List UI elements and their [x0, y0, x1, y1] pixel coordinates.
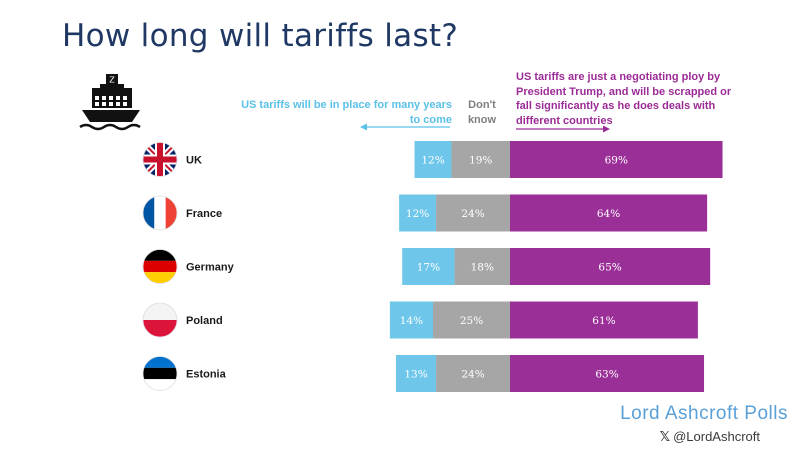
- data-label: 24%: [461, 208, 484, 220]
- country-label: UK: [186, 155, 202, 167]
- data-label: 17%: [417, 262, 440, 274]
- bar-segment-negotiating-ploy: [510, 301, 698, 339]
- bar-segment-many-years: [414, 141, 452, 178]
- svg-text:Z: Z: [109, 76, 115, 85]
- bar-segment-dont-know: [454, 248, 510, 285]
- poland-flag-icon: [142, 302, 178, 338]
- x-logo-icon: 𝕏: [659, 429, 671, 444]
- data-label: 24%: [461, 369, 484, 381]
- bar-segment-many-years: [396, 355, 437, 392]
- france-flag-icon: [142, 195, 178, 231]
- header-right-label: US tariffs are just a negotiating ploy b…: [516, 71, 732, 127]
- chart-row: Estonia 13% 24% 63%: [142, 355, 705, 392]
- data-label: 69%: [605, 155, 628, 167]
- bar-segment-dont-know: [436, 355, 510, 392]
- data-label: 65%: [598, 262, 621, 274]
- header-left-label: US tariffs will be in place for many yea…: [241, 99, 452, 126]
- data-label: 12%: [421, 155, 444, 167]
- handle-text: @LordAshcroft: [673, 429, 760, 444]
- data-label: 18%: [471, 262, 494, 274]
- social-handle: 𝕏 @LordAshcroft: [660, 429, 760, 445]
- data-label: 19%: [469, 155, 492, 167]
- uk-flag-icon: [142, 142, 178, 177]
- country-label: Germany: [186, 262, 235, 274]
- left-arrow-icon: [360, 123, 450, 131]
- chart-row: France 12% 24% 64%: [142, 194, 708, 232]
- country-label: France: [186, 208, 222, 220]
- bar-segment-many-years: [389, 301, 433, 339]
- chart-row: Poland 14% 25% 61%: [142, 301, 698, 339]
- chart-row: UK 12% 19% 69%: [142, 141, 723, 178]
- bar-segment-negotiating-ploy: [510, 141, 723, 178]
- bar-segment-dont-know: [451, 141, 510, 178]
- bar-segment-many-years: [399, 194, 437, 232]
- germany-flag-icon: [142, 249, 178, 284]
- bar-segment-negotiating-ploy: [510, 194, 708, 232]
- data-label: 13%: [404, 369, 427, 381]
- country-label: Poland: [186, 315, 223, 327]
- header-dont-know-label: Don't know: [467, 99, 497, 126]
- data-label: 61%: [592, 315, 615, 327]
- bar-segment-negotiating-ploy: [510, 355, 705, 392]
- bar-segment-dont-know: [436, 194, 510, 232]
- ship-icon: Z: [79, 74, 141, 131]
- data-label: 25%: [460, 315, 483, 327]
- data-label: 12%: [406, 208, 429, 220]
- brand-name: Lord Ashcroft Polls: [620, 403, 788, 424]
- country-label: Estonia: [186, 369, 227, 381]
- bar-segment-many-years: [402, 248, 455, 285]
- bar-segment-negotiating-ploy: [510, 248, 711, 285]
- data-label: 14%: [400, 315, 423, 327]
- data-label: 64%: [597, 208, 620, 220]
- estonia-flag-icon: [142, 356, 178, 391]
- right-arrow-icon: [516, 125, 610, 133]
- bar-segment-dont-know: [433, 301, 510, 339]
- page-title: How long will tariffs last?: [62, 18, 459, 54]
- data-label: 63%: [595, 369, 618, 381]
- chart-row: Germany 17% 18% 65%: [142, 248, 711, 285]
